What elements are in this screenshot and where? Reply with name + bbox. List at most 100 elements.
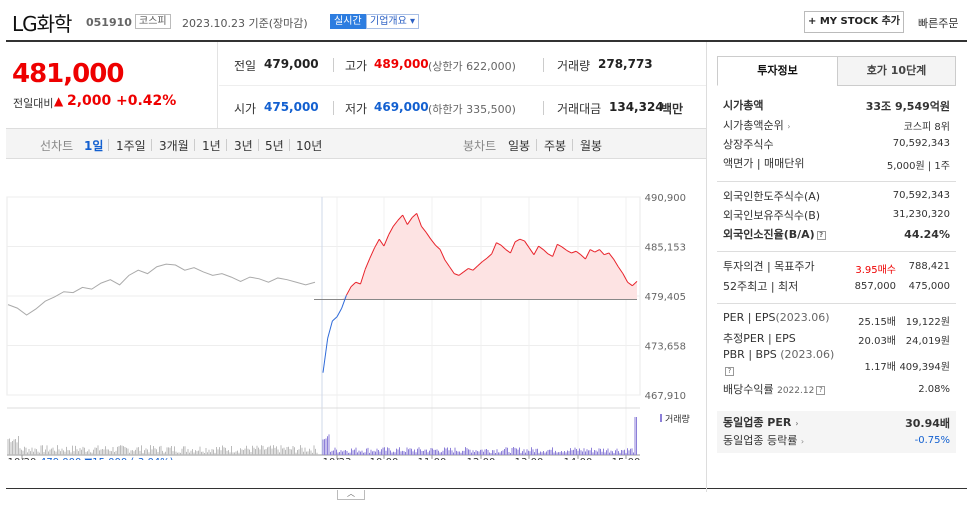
y-tick-label: 467,910: [645, 391, 686, 402]
today-line-segment: [341, 295, 347, 309]
y-tick-label: 485,153: [645, 243, 686, 254]
lower-limit: (하한가 335,500): [428, 103, 516, 116]
today-line-segment: [327, 320, 333, 339]
prev-close-value: 479,000: [264, 57, 319, 71]
today-line-segment: [519, 238, 525, 242]
today-line-segment: [482, 257, 488, 262]
period-1d[interactable]: 1일: [84, 139, 104, 153]
candle-weekly[interactable]: 주봉: [544, 139, 567, 153]
upper-limit: (상한가 622,000): [428, 60, 516, 73]
header-divider: [6, 40, 967, 42]
stats-bottom-border: [6, 128, 706, 129]
mcap-rank-label: 시가총액순위 ›: [723, 119, 791, 132]
add-mystock-button[interactable]: + MY STOCK 추가: [804, 11, 904, 33]
today-line-segment: [491, 242, 497, 255]
divider: [333, 58, 334, 72]
par-value: 5,000원 | 1주: [886, 161, 950, 172]
x-tick-label: 13:00: [515, 457, 544, 460]
period-5y[interactable]: 5년: [265, 139, 284, 153]
today-line-segment: [617, 266, 624, 274]
prev-day-close: 479,000: [40, 457, 85, 460]
divider: [333, 101, 334, 115]
section-divider: [717, 303, 956, 304]
prev-day-summary: 479,000 ▼15,000 (-3.04%): [40, 457, 174, 460]
today-line-segment: [472, 265, 478, 271]
prev-day-pct: (-3.04%): [130, 457, 173, 460]
period-1w[interactable]: 1주일: [116, 139, 146, 153]
today-line-segment: [608, 252, 614, 260]
today-line-segment: [594, 249, 600, 253]
help-icon: ?: [725, 366, 734, 376]
foreign-ratio-label: 외국인소진율(B/A)?: [723, 226, 826, 242]
tab-invest-info[interactable]: 투자정보: [717, 56, 838, 86]
chart-fill: [323, 213, 637, 300]
period-1y[interactable]: 1년: [202, 139, 221, 153]
today-line-segment: [388, 226, 394, 236]
chevron-right-icon: ›: [795, 419, 799, 428]
amount-unit: 백만: [661, 102, 684, 116]
eper-value: 20.03배: [858, 336, 896, 347]
divider: [536, 139, 537, 151]
collapse-chevron-icon[interactable]: ︿: [337, 490, 365, 500]
period-3y[interactable]: 3년: [234, 139, 253, 153]
section-divider: [717, 251, 956, 252]
current-price: 481,000: [12, 59, 124, 89]
today-line-segment: [566, 249, 572, 254]
bps-value: 409,394원: [899, 362, 950, 373]
today-line-segment: [435, 244, 441, 250]
x-tick-label: 10:00: [370, 457, 399, 460]
today-line-segment: [580, 254, 586, 260]
volume-legend-swatch: [660, 414, 662, 422]
low-label: 저가: [345, 102, 368, 116]
today-line-segment: [411, 212, 418, 219]
today-line-segment: [486, 253, 493, 259]
divider: [151, 139, 152, 151]
market-badge: 코스피: [135, 14, 171, 29]
today-line-segment: [533, 245, 540, 255]
per-label: PER | EPS(2023.06): [723, 311, 830, 324]
per-value: 25.15배: [858, 317, 896, 328]
candle-daily[interactable]: 일봉: [508, 139, 531, 153]
today-line-segment: [402, 214, 408, 225]
industry-chg-label[interactable]: 동일업종 등락률 ›: [723, 434, 805, 447]
period-3m[interactable]: 3개월: [159, 139, 189, 153]
today-line-segment: [584, 249, 591, 260]
today-line-segment: [510, 241, 516, 254]
pbr-help[interactable]: ?: [723, 364, 734, 377]
chart-lines: [7, 212, 638, 373]
industry-box: [717, 411, 956, 453]
chevron-down-icon: ▾: [410, 16, 416, 27]
stock-name: LG화학: [12, 12, 72, 36]
divider: [226, 139, 227, 151]
low-value: 469,000: [374, 100, 429, 114]
today-line-segment: [369, 247, 376, 259]
industry-per-value: 30.94배: [905, 417, 950, 430]
candle-monthly[interactable]: 월봉: [580, 139, 603, 153]
today-line-segment: [575, 250, 582, 256]
today-line-segment: [571, 250, 577, 254]
company-info-dropdown[interactable]: 기업개요 ▾: [366, 14, 420, 29]
change-label: 전일대비: [13, 97, 54, 110]
info-icon: ›: [787, 122, 791, 131]
prev-day-line: [7, 263, 316, 316]
foreign-hold-value: 31,230,320: [892, 209, 950, 220]
today-line-segment: [332, 316, 338, 322]
tab-hoga-10[interactable]: 호가 10단계: [837, 56, 956, 86]
today-line-segment: [392, 219, 399, 227]
help-icon[interactable]: ?: [816, 385, 826, 395]
help-icon[interactable]: ?: [816, 230, 826, 240]
amount-label: 거래대금: [557, 102, 602, 116]
x-tick-label: 10/23: [323, 457, 352, 460]
today-line-segment: [421, 225, 427, 233]
realtime-button[interactable]: 실시간: [330, 14, 366, 29]
period-10y[interactable]: 10년: [296, 139, 323, 153]
today-line-segment: [449, 266, 455, 274]
industry-per-label[interactable]: 동일업종 PER ›: [723, 416, 799, 429]
chart-bottom-border: [6, 488, 967, 489]
today-line-segment: [454, 273, 460, 276]
intraday-chart[interactable]: 490,900 485,153 479,405 473,658 467,910 거래량 10…: [0, 160, 706, 460]
chart-grid: [6, 196, 641, 459]
quick-order-link[interactable]: 빠른주문: [918, 17, 959, 30]
base-date: 2023.10.23 기준(장마감): [182, 17, 308, 30]
shares-label: 상장주식수: [723, 138, 774, 151]
